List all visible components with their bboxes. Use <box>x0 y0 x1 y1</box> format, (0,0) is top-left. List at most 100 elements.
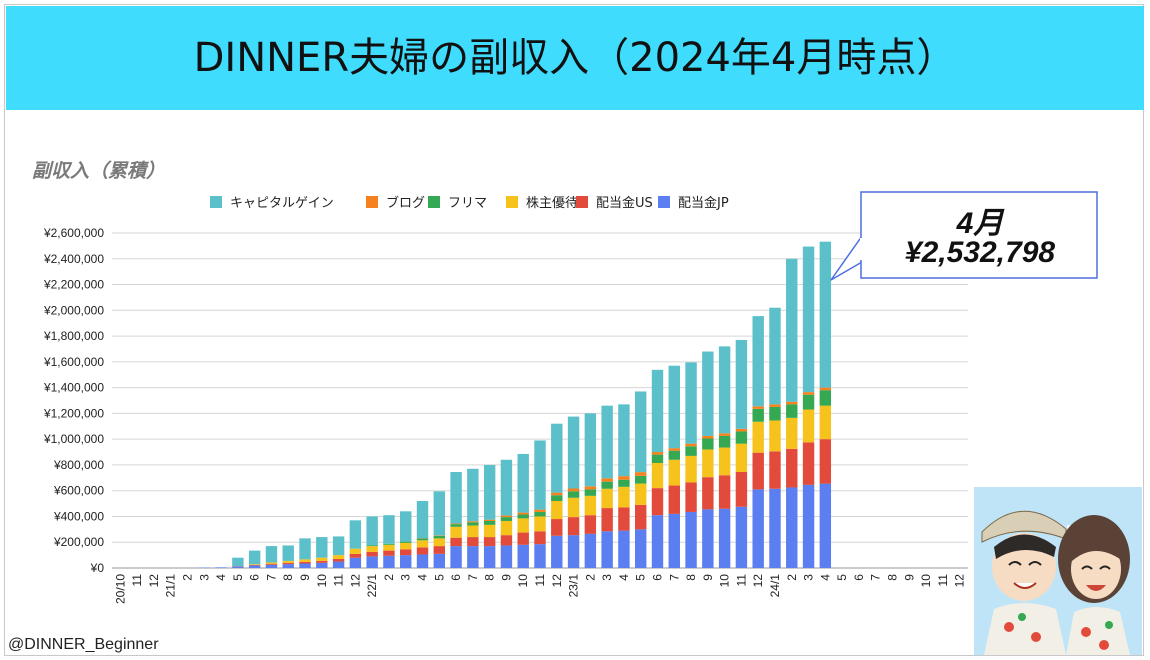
bar-segment <box>400 542 412 550</box>
bar-segment <box>668 513 680 568</box>
bar-segment <box>769 420 781 452</box>
x-tick-label: 6 <box>650 574 664 581</box>
y-tick-label: ¥200,000 <box>53 535 104 549</box>
x-tick-label: 23/1 <box>567 574 581 598</box>
x-tick-label: 2 <box>382 574 396 581</box>
y-tick-label: ¥1,400,000 <box>43 381 104 395</box>
x-tick-label: 9 <box>298 574 312 581</box>
bar-segment <box>383 555 395 568</box>
bar-segment <box>316 560 328 563</box>
chart-title: 副収入（累積） <box>32 160 166 182</box>
bar-segment <box>668 450 680 460</box>
bar-segment <box>416 547 429 555</box>
bar-segment <box>752 421 764 453</box>
bar-segment <box>265 562 278 564</box>
bar-segment <box>802 409 815 443</box>
bar-segment <box>416 538 429 541</box>
bar-segment <box>584 489 597 496</box>
bar-segment <box>483 546 496 568</box>
bar-segment <box>416 501 429 539</box>
bar-segment <box>299 538 311 560</box>
x-tick-label: 5 <box>231 574 245 581</box>
bar-segment <box>601 488 613 509</box>
x-tick-label: 3 <box>802 574 816 581</box>
bar-segment <box>483 537 496 547</box>
bar-segment <box>534 440 546 510</box>
bar-segment <box>316 557 328 561</box>
bar-segment <box>769 404 781 407</box>
legend-label: ブログ <box>386 195 425 211</box>
bar-segment <box>567 535 580 568</box>
bar-segment <box>584 533 597 568</box>
bar-segment <box>819 483 832 568</box>
bar-segment <box>366 546 378 552</box>
bar-segment <box>366 516 378 546</box>
couple-avatar-illustration <box>974 487 1142 655</box>
bar-segment <box>702 509 714 568</box>
x-tick-label: 4 <box>416 574 430 581</box>
x-tick-label: 7 <box>264 574 278 581</box>
bar-segment <box>450 526 462 538</box>
bar-segment <box>752 489 764 568</box>
x-tick-label: 10 <box>516 574 530 588</box>
bar-segment <box>467 522 479 526</box>
bar-segment <box>349 553 362 558</box>
bar-segment <box>618 479 630 487</box>
bar-segment <box>651 454 664 463</box>
bar-segment <box>500 459 513 516</box>
x-tick-label: 7 <box>466 574 480 581</box>
bar-segment <box>483 519 496 521</box>
bar-segment <box>584 495 597 516</box>
x-tick-label: 8 <box>281 574 295 581</box>
bar-segment <box>517 532 529 545</box>
bar-segment <box>467 468 479 522</box>
x-tick-label: 12 <box>348 574 362 588</box>
bar-segment <box>685 443 697 447</box>
bar-segment <box>735 443 748 473</box>
bar-segment <box>450 546 462 568</box>
bar-segment <box>467 525 479 538</box>
bar-segment <box>534 509 546 512</box>
bar-segment <box>567 491 580 498</box>
bar-segment <box>769 488 781 568</box>
bar-segment <box>769 406 781 421</box>
bar-segment <box>467 537 479 547</box>
x-tick-label: 3 <box>399 574 413 581</box>
x-tick-label: 5 <box>634 574 648 581</box>
bar-segment <box>400 511 412 542</box>
y-tick-label: ¥400,000 <box>53 509 104 523</box>
bar-segment <box>718 447 731 476</box>
x-tick-label: 7 <box>869 574 883 581</box>
x-tick-label: 2 <box>181 574 195 581</box>
x-tick-label: 8 <box>483 574 497 581</box>
x-tick-label: 10 <box>718 574 732 588</box>
bar-segment <box>651 369 664 453</box>
y-tick-label: ¥0 <box>90 561 105 575</box>
bar-segment <box>819 387 832 391</box>
bar-segment <box>685 455 697 483</box>
x-tick-label: 3 <box>600 574 614 581</box>
x-axis-ticks: 20/10 11 12 21/1 2 3 4 5 6 7 8 9 10 11 12 22/1 2 3 4 5 6 7 8 9 1… <box>113 574 966 604</box>
bar-segment <box>718 508 731 568</box>
legend: キャピタルゲイン ブログ フリマ 株主優待 配当金US 配当金JP <box>210 195 729 211</box>
bar-segment <box>634 504 647 530</box>
bar-segment <box>584 413 597 487</box>
bar-segment <box>718 346 731 434</box>
x-tick-label: 11 <box>533 574 547 587</box>
bar-segment <box>232 557 244 567</box>
bar-segment <box>534 511 546 517</box>
bar-segment <box>500 520 513 536</box>
legend-label: 配当金US <box>596 195 653 211</box>
callout-box <box>830 191 1098 281</box>
bar-segment <box>752 452 764 490</box>
bar-segment <box>483 520 496 525</box>
bar-segment <box>483 524 496 538</box>
y-tick-label: ¥1,800,000 <box>43 329 104 343</box>
bar-segment <box>500 545 513 568</box>
callout-value: ¥2,532,798 <box>904 236 1056 269</box>
x-tick-label: 2 <box>583 574 597 581</box>
bar-segment <box>601 405 613 479</box>
bar-segment <box>534 531 546 545</box>
x-tick-label: 24/1 <box>768 574 782 598</box>
x-tick-label: 4 <box>818 574 832 581</box>
